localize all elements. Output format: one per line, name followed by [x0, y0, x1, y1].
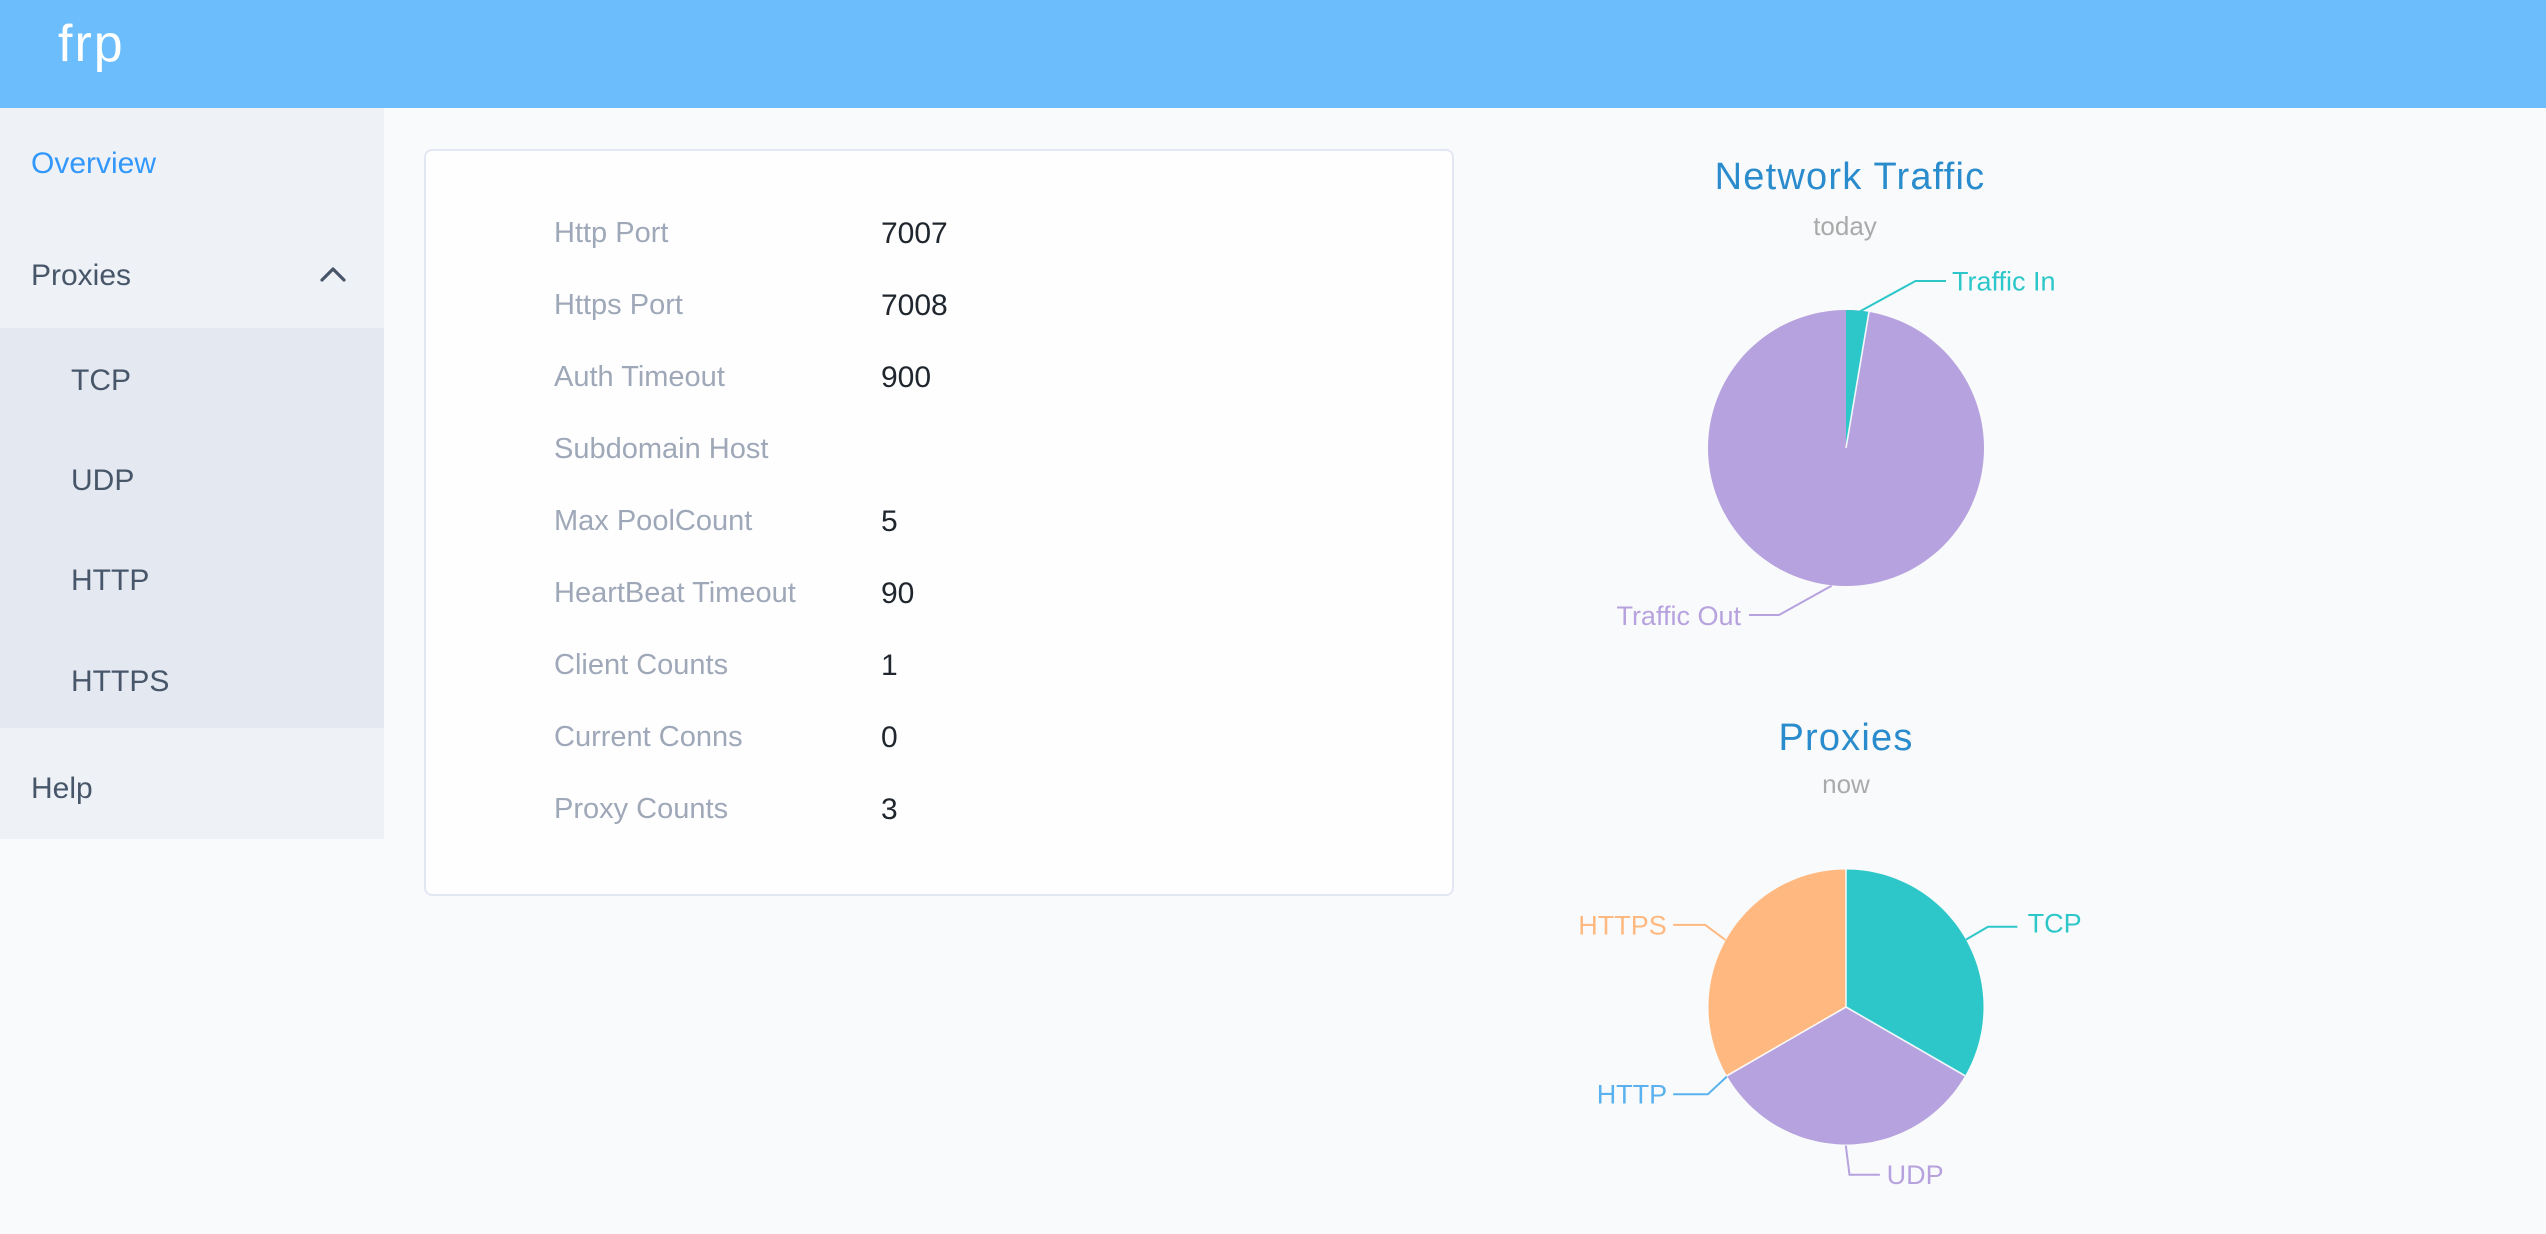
svg-text:now: now: [1822, 769, 1870, 799]
svg-text:TCP: TCP: [2028, 909, 2082, 939]
svg-text:UDP: UDP: [1887, 1160, 1944, 1190]
svg-text:HTTP: HTTP: [1597, 1080, 1668, 1110]
svg-text:Proxies: Proxies: [1778, 717, 1913, 759]
svg-text:Traffic Out: Traffic Out: [1616, 601, 1741, 631]
svg-text:HTTPS: HTTPS: [1578, 910, 1667, 940]
svg-text:Traffic In: Traffic In: [1952, 266, 2056, 296]
svg-text:Network Traffic: Network Traffic: [1715, 156, 1986, 198]
svg-text:today: today: [1813, 211, 1877, 241]
